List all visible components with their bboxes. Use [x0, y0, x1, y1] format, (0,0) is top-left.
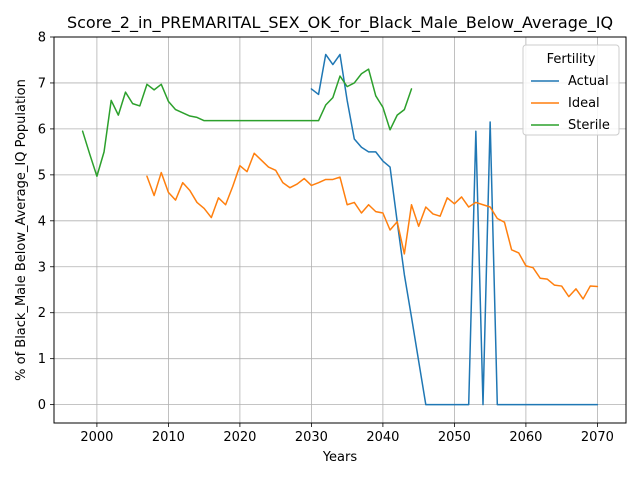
x-tick-label: 2030	[295, 430, 328, 445]
legend-items: Actual Ideal Sterile	[531, 74, 610, 133]
y-tick-label: 5	[38, 168, 46, 183]
series-line-actual	[310, 53, 599, 406]
legend: Fertility Actual Ideal Sterile	[522, 44, 620, 136]
legend-label-ideal: Ideal	[568, 96, 600, 111]
y-axis-label: % of Black_Male Below_Average_IQ Populat…	[14, 79, 29, 381]
x-axis-label: Years	[322, 450, 358, 465]
chart-title: Score_2_in_PREMARITAL_SEX_OK_for_Black_M…	[67, 13, 613, 33]
series-layer	[81, 53, 599, 406]
legend-label-actual: Actual	[568, 74, 609, 89]
series-line-ideal	[146, 152, 599, 300]
x-axis: 2000 2010 2020 2030 2040 2050 2060 2070	[80, 423, 614, 445]
y-tick-label: 6	[38, 122, 46, 137]
x-tick-label: 2050	[438, 430, 471, 445]
y-tick-label: 2	[38, 306, 46, 321]
y-tick-label: 7	[38, 76, 46, 91]
series-line-sterile	[81, 68, 413, 177]
plot-frame	[53, 36, 627, 424]
x-tick-label: 2020	[223, 430, 256, 445]
y-tick-label: 0	[38, 398, 46, 413]
legend-box	[522, 44, 620, 136]
y-tick-label: 3	[38, 260, 46, 275]
x-tick-label: 2070	[581, 430, 614, 445]
legend-label-sterile: Sterile	[568, 118, 610, 133]
y-axis: 0 1 2 3 4 5 6 7 8	[38, 31, 54, 413]
legend-title: Fertility	[547, 52, 596, 67]
y-tick-label: 1	[38, 352, 46, 367]
y-tick-label: 8	[38, 31, 46, 46]
x-tick-label: 2040	[366, 430, 399, 445]
x-tick-label: 2000	[80, 430, 113, 445]
y-tick-label: 4	[38, 214, 46, 229]
x-tick-label: 2060	[509, 430, 542, 445]
x-tick-label: 2010	[152, 430, 185, 445]
